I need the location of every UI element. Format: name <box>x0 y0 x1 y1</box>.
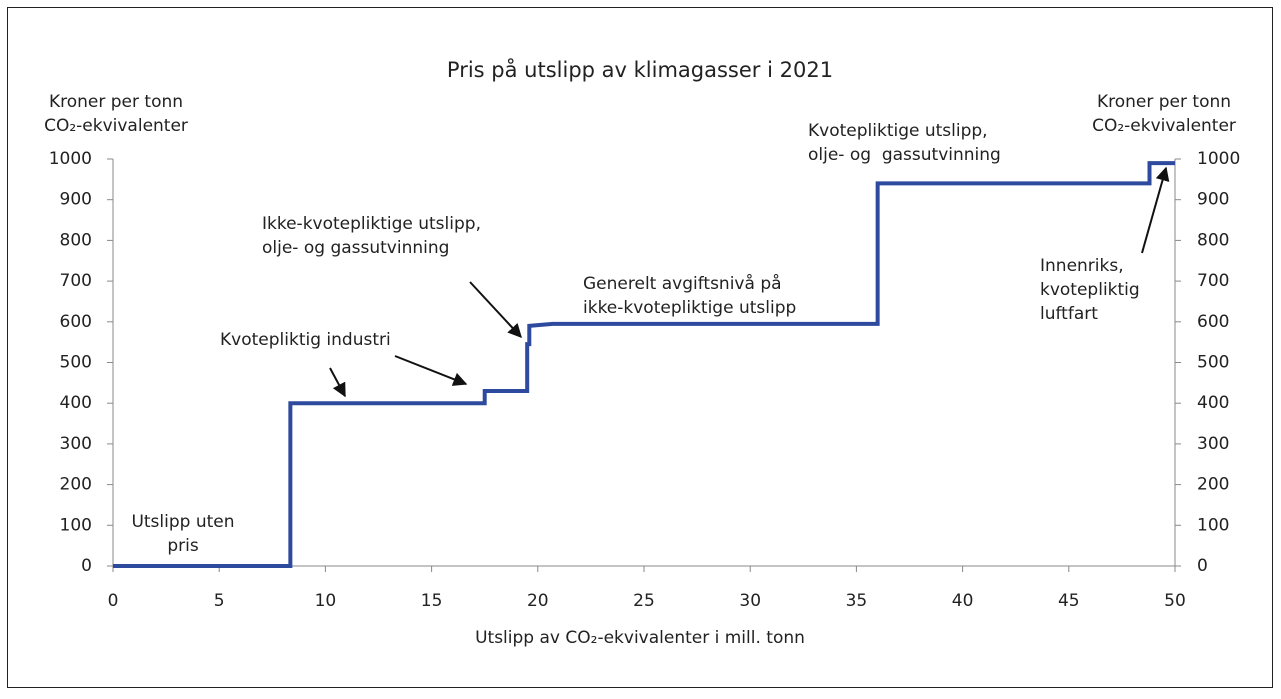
y-tick-label: 100 <box>60 515 92 535</box>
arrow <box>329 367 346 398</box>
arrow <box>469 281 522 339</box>
y-axis-label: CO₂-ekvivalenter <box>44 116 188 136</box>
annotation: Generelt avgiftsnivå på <box>583 273 782 294</box>
y2-tick-label: 300 <box>1197 434 1229 454</box>
x-tick-label: 40 <box>952 591 974 611</box>
x-tick-label: 30 <box>739 591 761 611</box>
x-tick-label: 20 <box>527 591 549 611</box>
chart-title: Pris på utslipp av klimagasser i 2021 <box>447 57 833 82</box>
arrow <box>1141 166 1170 254</box>
annotation: Ikke-kvotepliktige utslipp, <box>262 214 481 234</box>
annotation: Kvotepliktig industri <box>220 330 391 350</box>
y-tick-label: 1000 <box>49 149 92 169</box>
y-tick-label: 400 <box>60 393 92 413</box>
x-tick-label: 50 <box>1164 591 1186 611</box>
y-tick-label: 700 <box>60 271 92 291</box>
y2-tick-label: 800 <box>1197 230 1229 250</box>
y-axis-label: Kroner per tonn <box>49 92 183 112</box>
annotation: Utslipp uten <box>131 512 234 532</box>
x-tick-label: 25 <box>633 591 655 611</box>
frame <box>7 7 1273 688</box>
x-tick-label: 10 <box>315 591 337 611</box>
annotation: luftfart <box>1040 304 1098 324</box>
annotation: ikke-kvotepliktige utslipp <box>583 298 796 318</box>
y2-tick-label: 600 <box>1197 312 1229 332</box>
x-tick-label: 35 <box>846 591 868 611</box>
annotation: pris <box>167 536 199 556</box>
y-tick-label: 200 <box>60 475 92 495</box>
y-tick-label: 600 <box>60 312 92 332</box>
y-tick-label: 900 <box>60 190 92 210</box>
y2-tick-label: 1000 <box>1197 149 1240 169</box>
y-tick-label: 800 <box>60 230 92 250</box>
annotation: Innenriks, <box>1040 256 1124 276</box>
y-tick-label: 300 <box>60 434 92 454</box>
annotation: Kvotepliktige utslipp, <box>808 121 988 141</box>
annotation: olje- og gassutvinning <box>808 145 1001 165</box>
y2-tick-label: 100 <box>1197 515 1229 535</box>
line <box>113 161 1175 568</box>
y2-tick-label: 0 <box>1197 556 1208 576</box>
y2-axis-label: CO₂-ekvivalenter <box>1092 116 1236 136</box>
arrow <box>394 355 468 386</box>
x-tick-label: 0 <box>108 591 119 611</box>
y2-tick-label: 200 <box>1197 475 1229 495</box>
annotation: olje- og gassutvinning <box>262 238 449 258</box>
y-tick-label: 500 <box>60 353 92 373</box>
y-tick-label: 0 <box>81 556 92 576</box>
annotation: kvotepliktig <box>1040 280 1140 300</box>
y2-tick-label: 400 <box>1197 393 1229 413</box>
arrows <box>329 166 1170 398</box>
y2-tick-label: 500 <box>1197 353 1229 373</box>
y2-axis-label: Kroner per tonn <box>1097 92 1231 112</box>
x-axis-label: Utslipp av CO₂-ekvivalenter i mill. tonn <box>475 628 805 648</box>
x-tick-label: 45 <box>1058 591 1080 611</box>
y2-tick-label: 700 <box>1197 271 1229 291</box>
x-tick-label: 15 <box>421 591 443 611</box>
x-tick-label: 5 <box>214 591 225 611</box>
y2-tick-label: 900 <box>1197 190 1229 210</box>
